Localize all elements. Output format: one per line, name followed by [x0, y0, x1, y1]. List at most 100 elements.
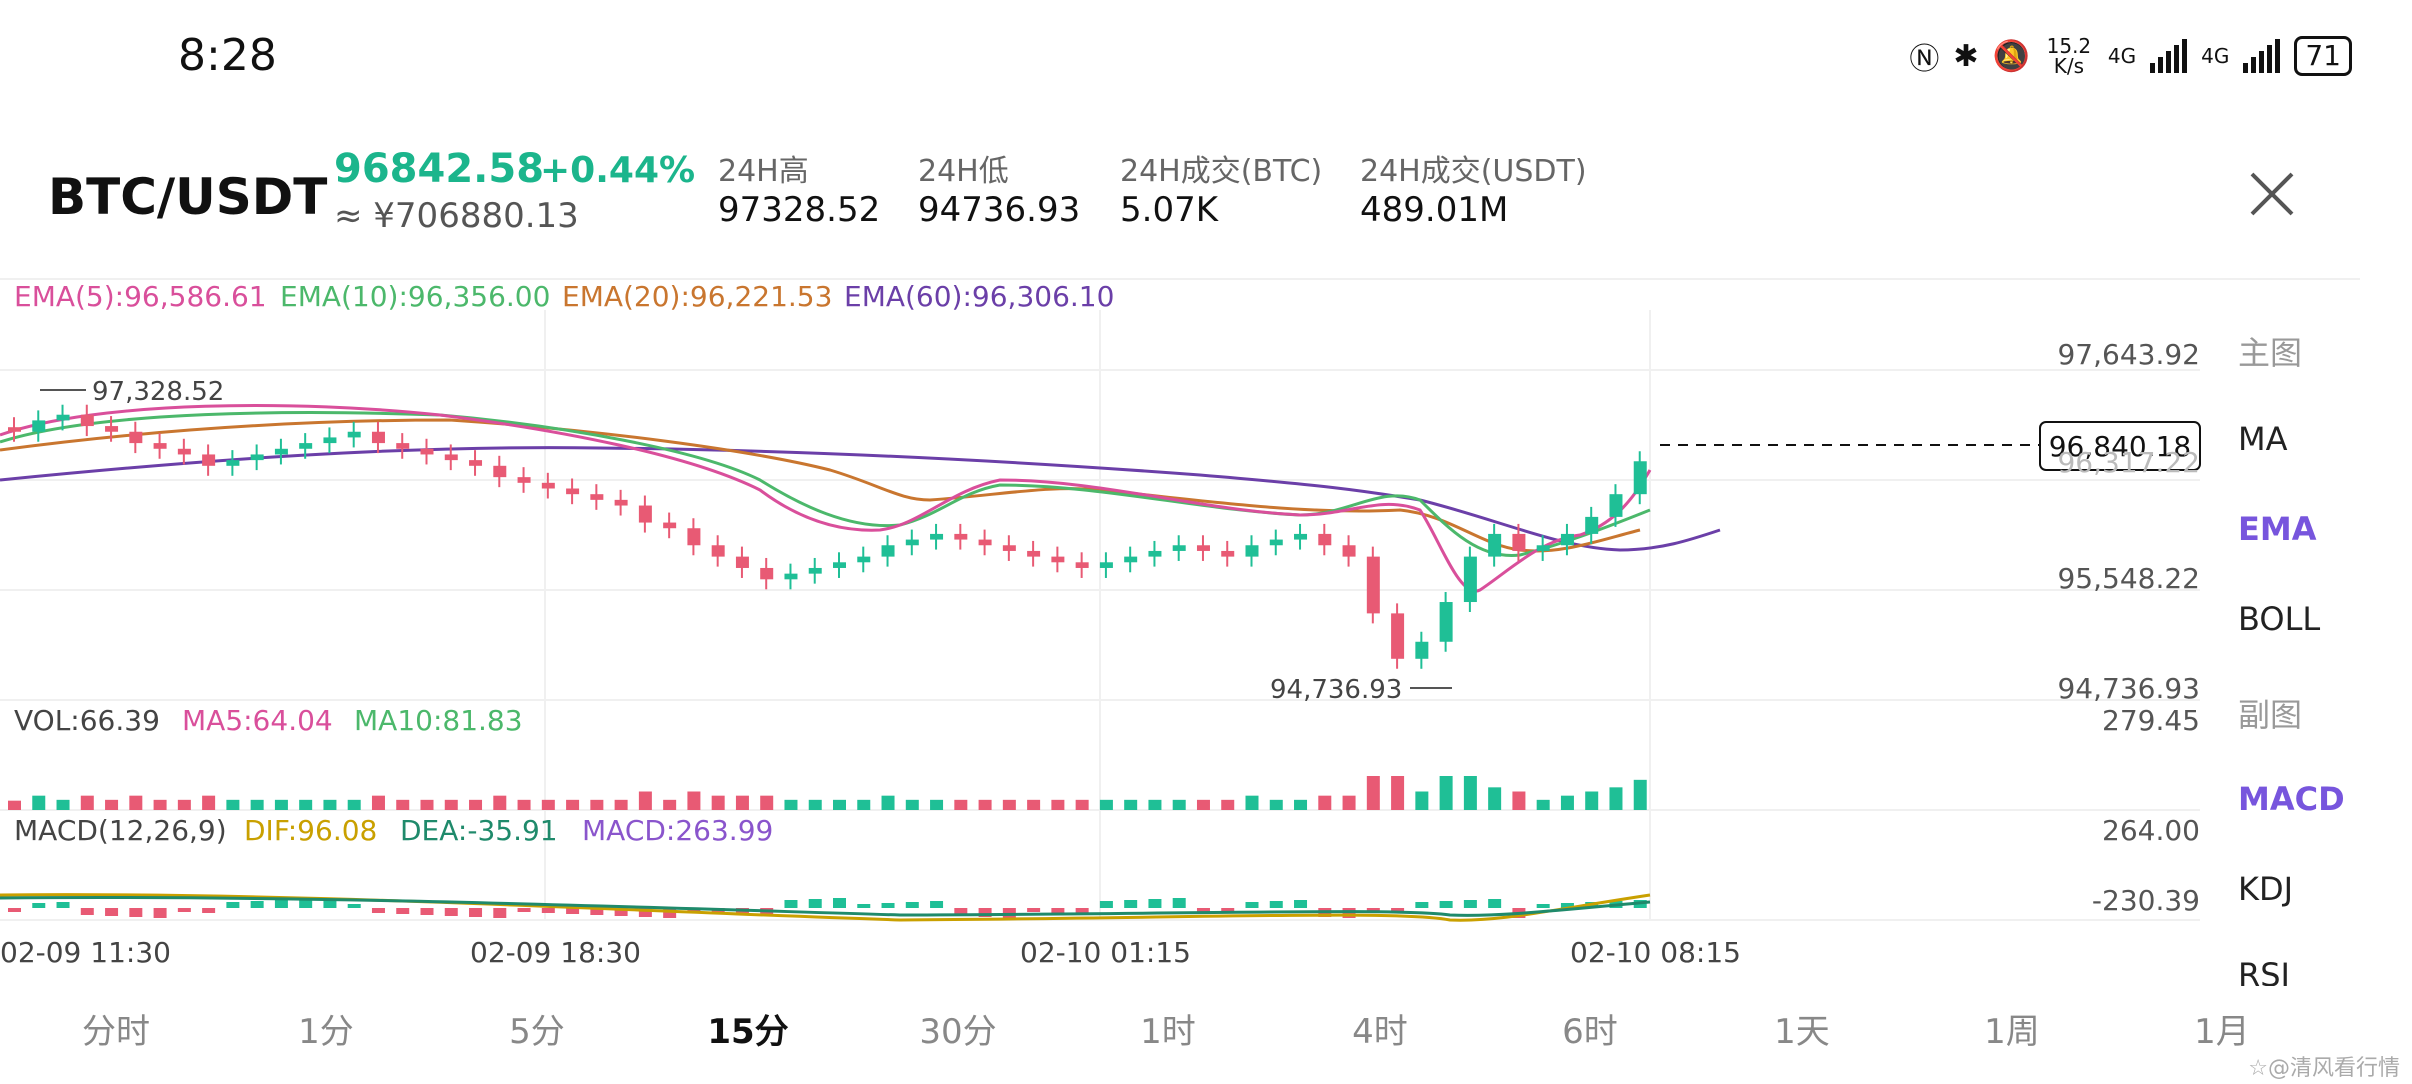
candle	[760, 567, 774, 580]
candle	[1027, 550, 1041, 557]
volume-bar	[274, 799, 288, 810]
main-chart-group-label: 主图	[2238, 334, 2303, 372]
tf-15m[interactable]: 15分	[707, 1012, 789, 1052]
volume-bar	[1294, 799, 1308, 810]
signal-icon-1	[2150, 39, 2188, 73]
indicator-macd[interactable]: MACD	[2238, 780, 2345, 818]
volume-bar	[1051, 799, 1065, 810]
volume-bar	[56, 799, 70, 810]
candle	[371, 431, 385, 444]
macd-bar	[1172, 898, 1186, 908]
volume-bar	[1512, 791, 1526, 810]
volume-bar	[833, 799, 846, 810]
volume-bar	[784, 799, 798, 810]
current-price-box	[2039, 421, 2201, 471]
volume-bar	[202, 795, 216, 810]
indicator-boll[interactable]: BOLL	[2238, 600, 2321, 638]
tf-4h[interactable]: 4时	[1352, 1012, 1408, 1052]
kline-chart[interactable]: EMA(5):96,586.61 EMA(10):96,356.00 EMA(2…	[0, 270, 2240, 1000]
volume-bar	[1318, 795, 1332, 810]
candles-group	[8, 404, 1647, 669]
price-axis-mid: 95,548.22	[2057, 562, 2200, 595]
macd-dea-line	[0, 896, 1651, 917]
macd-bar	[105, 908, 119, 916]
tf-1d[interactable]: 1天	[1774, 1012, 1830, 1052]
macd-bar	[663, 908, 677, 918]
watermark: ☆@清风看行情	[2248, 1056, 2400, 1081]
candle	[1536, 545, 1550, 551]
candle	[299, 443, 313, 449]
candle	[784, 573, 798, 580]
candle	[1124, 556, 1138, 563]
volume-bar	[299, 799, 313, 810]
tf-tick[interactable]: 分时	[82, 1012, 150, 1052]
tf-1h[interactable]: 1时	[1140, 1012, 1196, 1052]
indicator-ema[interactable]: EMA	[2238, 510, 2317, 548]
indicator-rsi[interactable]: RSI	[2238, 956, 2290, 986]
tf-30m[interactable]: 30分	[919, 1012, 997, 1052]
macd-bar	[1124, 900, 1138, 908]
candle	[1196, 545, 1210, 551]
volume-bar	[1148, 799, 1162, 810]
candle	[1318, 533, 1332, 546]
macd-bar	[1027, 908, 1041, 912]
volume-bar	[1366, 776, 1380, 810]
high-marker: 97,328.52	[92, 377, 224, 407]
status-time: 8:28	[178, 30, 277, 81]
price-axis-bottom: 94,736.93	[2057, 672, 2200, 705]
macd-dea-legend: DEA:-35.91	[400, 814, 558, 847]
macd-bar	[517, 908, 531, 912]
candle	[881, 545, 895, 557]
macd-bar	[177, 908, 191, 912]
macd-bar	[881, 903, 895, 908]
sub-chart-group-label: 副图	[2238, 696, 2303, 734]
candle	[250, 454, 264, 461]
candle	[1099, 562, 1113, 568]
candle	[687, 528, 701, 546]
candle	[347, 431, 361, 438]
mute-icon: 🔕	[1992, 38, 2030, 74]
macd-bar	[420, 908, 434, 915]
stat-high-value: 97328.52	[718, 190, 881, 230]
close-icon[interactable]	[2242, 164, 2302, 224]
candle	[1051, 556, 1065, 563]
macd-bar	[1391, 908, 1405, 913]
candle	[1366, 556, 1380, 614]
volume-bar	[905, 799, 919, 810]
cny-price: ≈ ¥706880.13	[334, 196, 579, 236]
volume-bar	[1269, 799, 1283, 810]
candle	[1415, 641, 1429, 659]
volume-bar	[517, 799, 531, 810]
net-speed: 15.2 K/s	[2046, 34, 2092, 78]
indicator-kdj[interactable]: KDJ	[2238, 870, 2294, 908]
stat-low-value: 94736.93	[918, 190, 1081, 230]
candle	[517, 477, 531, 483]
candle	[1512, 533, 1526, 551]
tf-5m[interactable]: 5分	[509, 1012, 565, 1052]
time-label-0: 02-09 11:30	[0, 936, 171, 969]
candle	[80, 414, 94, 427]
volume-bar	[614, 799, 628, 810]
candle	[638, 505, 652, 523]
macd-bar	[638, 908, 652, 917]
signal-icon-2	[2243, 39, 2281, 73]
candle	[614, 499, 628, 506]
volume-bar	[493, 795, 507, 810]
tf-1m[interactable]: 1分	[298, 1012, 354, 1052]
macd-bar	[493, 908, 507, 918]
tf-1M[interactable]: 1月	[2194, 1012, 2250, 1052]
candle	[274, 448, 288, 455]
macd-bar	[1196, 908, 1210, 912]
ema10-line	[0, 411, 1651, 558]
candle	[663, 522, 677, 529]
ema5-legend: EMA(5):96,586.61	[14, 280, 267, 313]
stat-vol-usdt-label: 24H成交(USDT)	[1360, 154, 1587, 189]
macd-bar	[1560, 903, 1574, 908]
candle	[323, 437, 337, 444]
tf-1w[interactable]: 1周	[1984, 1012, 2040, 1052]
candle	[1075, 562, 1089, 568]
candle	[1002, 545, 1016, 551]
indicator-ma[interactable]: MA	[2238, 420, 2288, 458]
volume-bar	[687, 791, 701, 810]
tf-6h[interactable]: 6时	[1562, 1012, 1618, 1052]
